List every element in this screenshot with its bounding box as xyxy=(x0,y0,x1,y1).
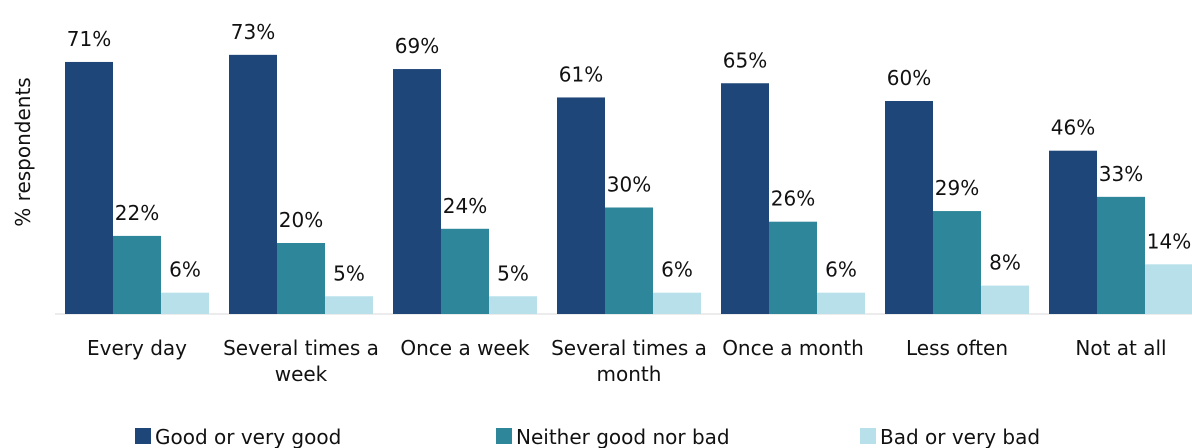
bar-3-1 xyxy=(161,292,209,314)
bar-1-4 xyxy=(557,97,605,314)
data-label-1-5: 65% xyxy=(723,48,767,72)
data-label-2-5: 26% xyxy=(771,187,815,211)
bar-2-2 xyxy=(277,243,325,314)
bar-3-2 xyxy=(325,296,373,314)
bar-3-3 xyxy=(489,296,537,314)
data-label-1-4: 61% xyxy=(559,62,603,86)
data-label-2-2: 20% xyxy=(279,208,323,232)
category-label-4: Several times a xyxy=(551,336,707,360)
category-label-7: Not at all xyxy=(1075,336,1166,360)
data-label-2-4: 30% xyxy=(607,173,651,197)
data-label-1-2: 73% xyxy=(231,20,275,44)
bar-1-1 xyxy=(65,61,113,315)
data-label-1-1: 71% xyxy=(67,27,111,51)
category-label-3: Once a week xyxy=(400,336,530,360)
legend: Good or very good Neither good nor bad Bad… xyxy=(135,425,1040,448)
data-label-3-4: 6% xyxy=(661,258,693,282)
bar-2-7 xyxy=(1097,196,1145,314)
data-label-1-6: 60% xyxy=(887,66,931,90)
data-label-3-6: 8% xyxy=(989,251,1021,275)
bar-3-7 xyxy=(1145,264,1192,314)
data-label-2-1: 22% xyxy=(115,201,159,225)
bar-3-5 xyxy=(817,292,865,314)
legend-swatch-3 xyxy=(860,428,876,444)
bars-layer xyxy=(65,54,1192,315)
legend-label-3: Bad or very bad xyxy=(880,425,1040,448)
data-label-2-3: 24% xyxy=(443,194,487,218)
bar-3-6 xyxy=(981,285,1029,314)
bar-1-6 xyxy=(885,101,933,314)
bar-1-2 xyxy=(229,54,277,314)
category-label-1: Every day xyxy=(87,336,187,360)
data-label-2-7: 33% xyxy=(1099,162,1143,186)
data-label-3-5: 6% xyxy=(825,258,857,282)
bar-2-1 xyxy=(113,235,161,314)
bar-1-7 xyxy=(1049,150,1097,314)
bar-3-4 xyxy=(653,292,701,314)
legend-label-2: Neither good nor bad xyxy=(516,425,730,448)
data-label-3-1: 6% xyxy=(169,258,201,282)
data-label-2-6: 29% xyxy=(935,176,979,200)
bar-1-3 xyxy=(393,69,441,314)
legend-swatch-1 xyxy=(135,428,151,444)
category-label-6: Less often xyxy=(906,336,1008,360)
data-label-3-7: 14% xyxy=(1147,229,1191,253)
bar-2-4 xyxy=(605,207,653,314)
bar-2-3 xyxy=(441,228,489,314)
data-label-3-3: 5% xyxy=(497,261,529,285)
legend-swatch-2 xyxy=(496,428,512,444)
value-labels-layer: 71% 22% 6% 73% 20% 5% 69% 24% 5% 61% 30% 6% 65% 26% 6%… xyxy=(67,20,1191,285)
y-axis-label: % respondents xyxy=(11,77,35,226)
category-label-5: Once a month xyxy=(722,336,864,360)
data-label-1-7: 46% xyxy=(1051,116,1095,140)
category-label-2: Several times a xyxy=(223,336,379,360)
data-label-3-2: 5% xyxy=(333,261,365,285)
bar-2-6 xyxy=(933,211,981,314)
category-label-2-line2: week xyxy=(275,362,328,386)
category-label-4-line2: month xyxy=(597,362,662,386)
legend-label-1: Good or very good xyxy=(155,425,341,448)
bar-2-5 xyxy=(769,221,817,314)
data-label-1-3: 69% xyxy=(395,34,439,58)
bar-1-5 xyxy=(721,83,769,314)
